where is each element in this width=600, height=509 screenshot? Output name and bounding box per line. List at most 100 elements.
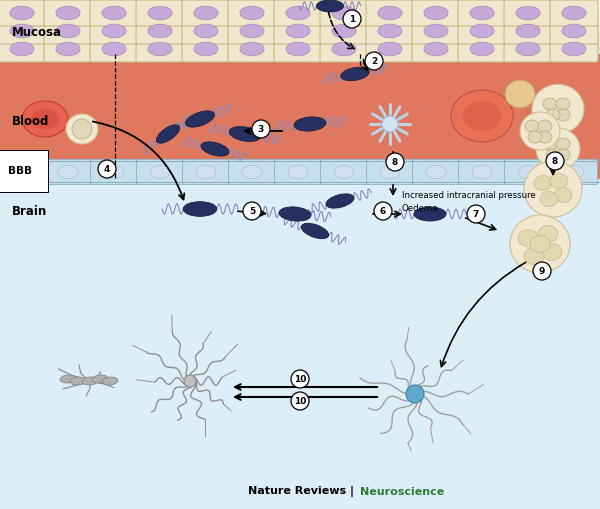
Ellipse shape [562,42,586,56]
Ellipse shape [516,42,540,56]
Text: 1: 1 [349,14,355,23]
Text: 4: 4 [104,164,110,174]
FancyBboxPatch shape [182,159,229,184]
FancyBboxPatch shape [550,18,598,44]
Ellipse shape [229,127,261,142]
Ellipse shape [10,6,34,20]
Ellipse shape [22,101,68,137]
Ellipse shape [58,165,78,179]
Ellipse shape [60,375,76,383]
Text: 7: 7 [473,210,479,218]
FancyBboxPatch shape [0,48,600,54]
FancyBboxPatch shape [0,18,600,24]
Ellipse shape [534,176,552,190]
Ellipse shape [470,42,494,56]
Ellipse shape [341,67,369,81]
FancyBboxPatch shape [229,159,275,184]
Ellipse shape [301,223,329,239]
FancyBboxPatch shape [44,0,92,26]
Ellipse shape [546,149,560,161]
Ellipse shape [316,0,344,12]
FancyBboxPatch shape [137,159,184,184]
Ellipse shape [554,187,572,203]
FancyBboxPatch shape [182,0,230,26]
FancyBboxPatch shape [0,0,600,54]
Ellipse shape [542,243,562,261]
FancyBboxPatch shape [0,0,600,31]
FancyBboxPatch shape [274,36,322,62]
Ellipse shape [288,165,308,179]
Ellipse shape [279,207,311,221]
Ellipse shape [102,24,126,38]
FancyBboxPatch shape [0,0,600,54]
Text: 8: 8 [552,156,558,165]
FancyBboxPatch shape [413,159,460,184]
FancyBboxPatch shape [136,0,184,26]
Ellipse shape [451,90,513,142]
FancyBboxPatch shape [0,151,600,179]
Ellipse shape [562,6,586,20]
FancyBboxPatch shape [320,18,368,44]
Circle shape [252,120,270,138]
Ellipse shape [538,120,552,132]
Text: Brain: Brain [12,205,47,217]
Ellipse shape [530,236,550,252]
FancyBboxPatch shape [458,36,506,62]
FancyBboxPatch shape [505,159,551,184]
FancyBboxPatch shape [44,159,91,184]
Ellipse shape [10,42,34,56]
FancyBboxPatch shape [0,36,46,62]
FancyBboxPatch shape [90,36,138,62]
Circle shape [386,153,404,171]
Text: BBB: BBB [8,166,32,176]
FancyBboxPatch shape [0,12,600,18]
FancyBboxPatch shape [0,0,600,6]
FancyBboxPatch shape [0,0,600,11]
Ellipse shape [424,24,448,38]
FancyBboxPatch shape [0,36,600,42]
FancyBboxPatch shape [0,0,600,19]
Ellipse shape [505,80,535,108]
Ellipse shape [334,165,354,179]
Ellipse shape [148,24,172,38]
Ellipse shape [102,42,126,56]
FancyBboxPatch shape [0,49,600,179]
Ellipse shape [518,230,538,246]
Ellipse shape [150,165,170,179]
FancyBboxPatch shape [458,159,505,184]
Ellipse shape [472,165,492,179]
Text: 10: 10 [294,375,306,383]
Ellipse shape [556,98,570,110]
Circle shape [98,160,116,178]
FancyBboxPatch shape [458,18,506,44]
Text: Mucosa: Mucosa [12,25,62,39]
Ellipse shape [194,24,218,38]
Ellipse shape [148,42,172,56]
Ellipse shape [185,111,214,127]
Ellipse shape [516,24,540,38]
Ellipse shape [148,6,172,20]
Circle shape [291,370,309,388]
Ellipse shape [56,6,80,20]
Ellipse shape [10,24,34,38]
Ellipse shape [556,109,570,121]
FancyBboxPatch shape [182,36,230,62]
Ellipse shape [556,149,570,161]
Ellipse shape [424,6,448,20]
Circle shape [406,385,424,403]
Text: 10: 10 [294,397,306,406]
FancyBboxPatch shape [136,18,184,44]
Circle shape [291,392,309,410]
Ellipse shape [82,377,98,385]
FancyBboxPatch shape [0,0,46,26]
Ellipse shape [286,24,310,38]
FancyBboxPatch shape [90,18,138,44]
Ellipse shape [536,128,580,170]
FancyBboxPatch shape [412,18,460,44]
FancyBboxPatch shape [367,159,413,184]
Ellipse shape [470,6,494,20]
FancyBboxPatch shape [182,18,230,44]
FancyBboxPatch shape [366,18,414,44]
Ellipse shape [463,101,501,131]
Circle shape [546,152,564,170]
